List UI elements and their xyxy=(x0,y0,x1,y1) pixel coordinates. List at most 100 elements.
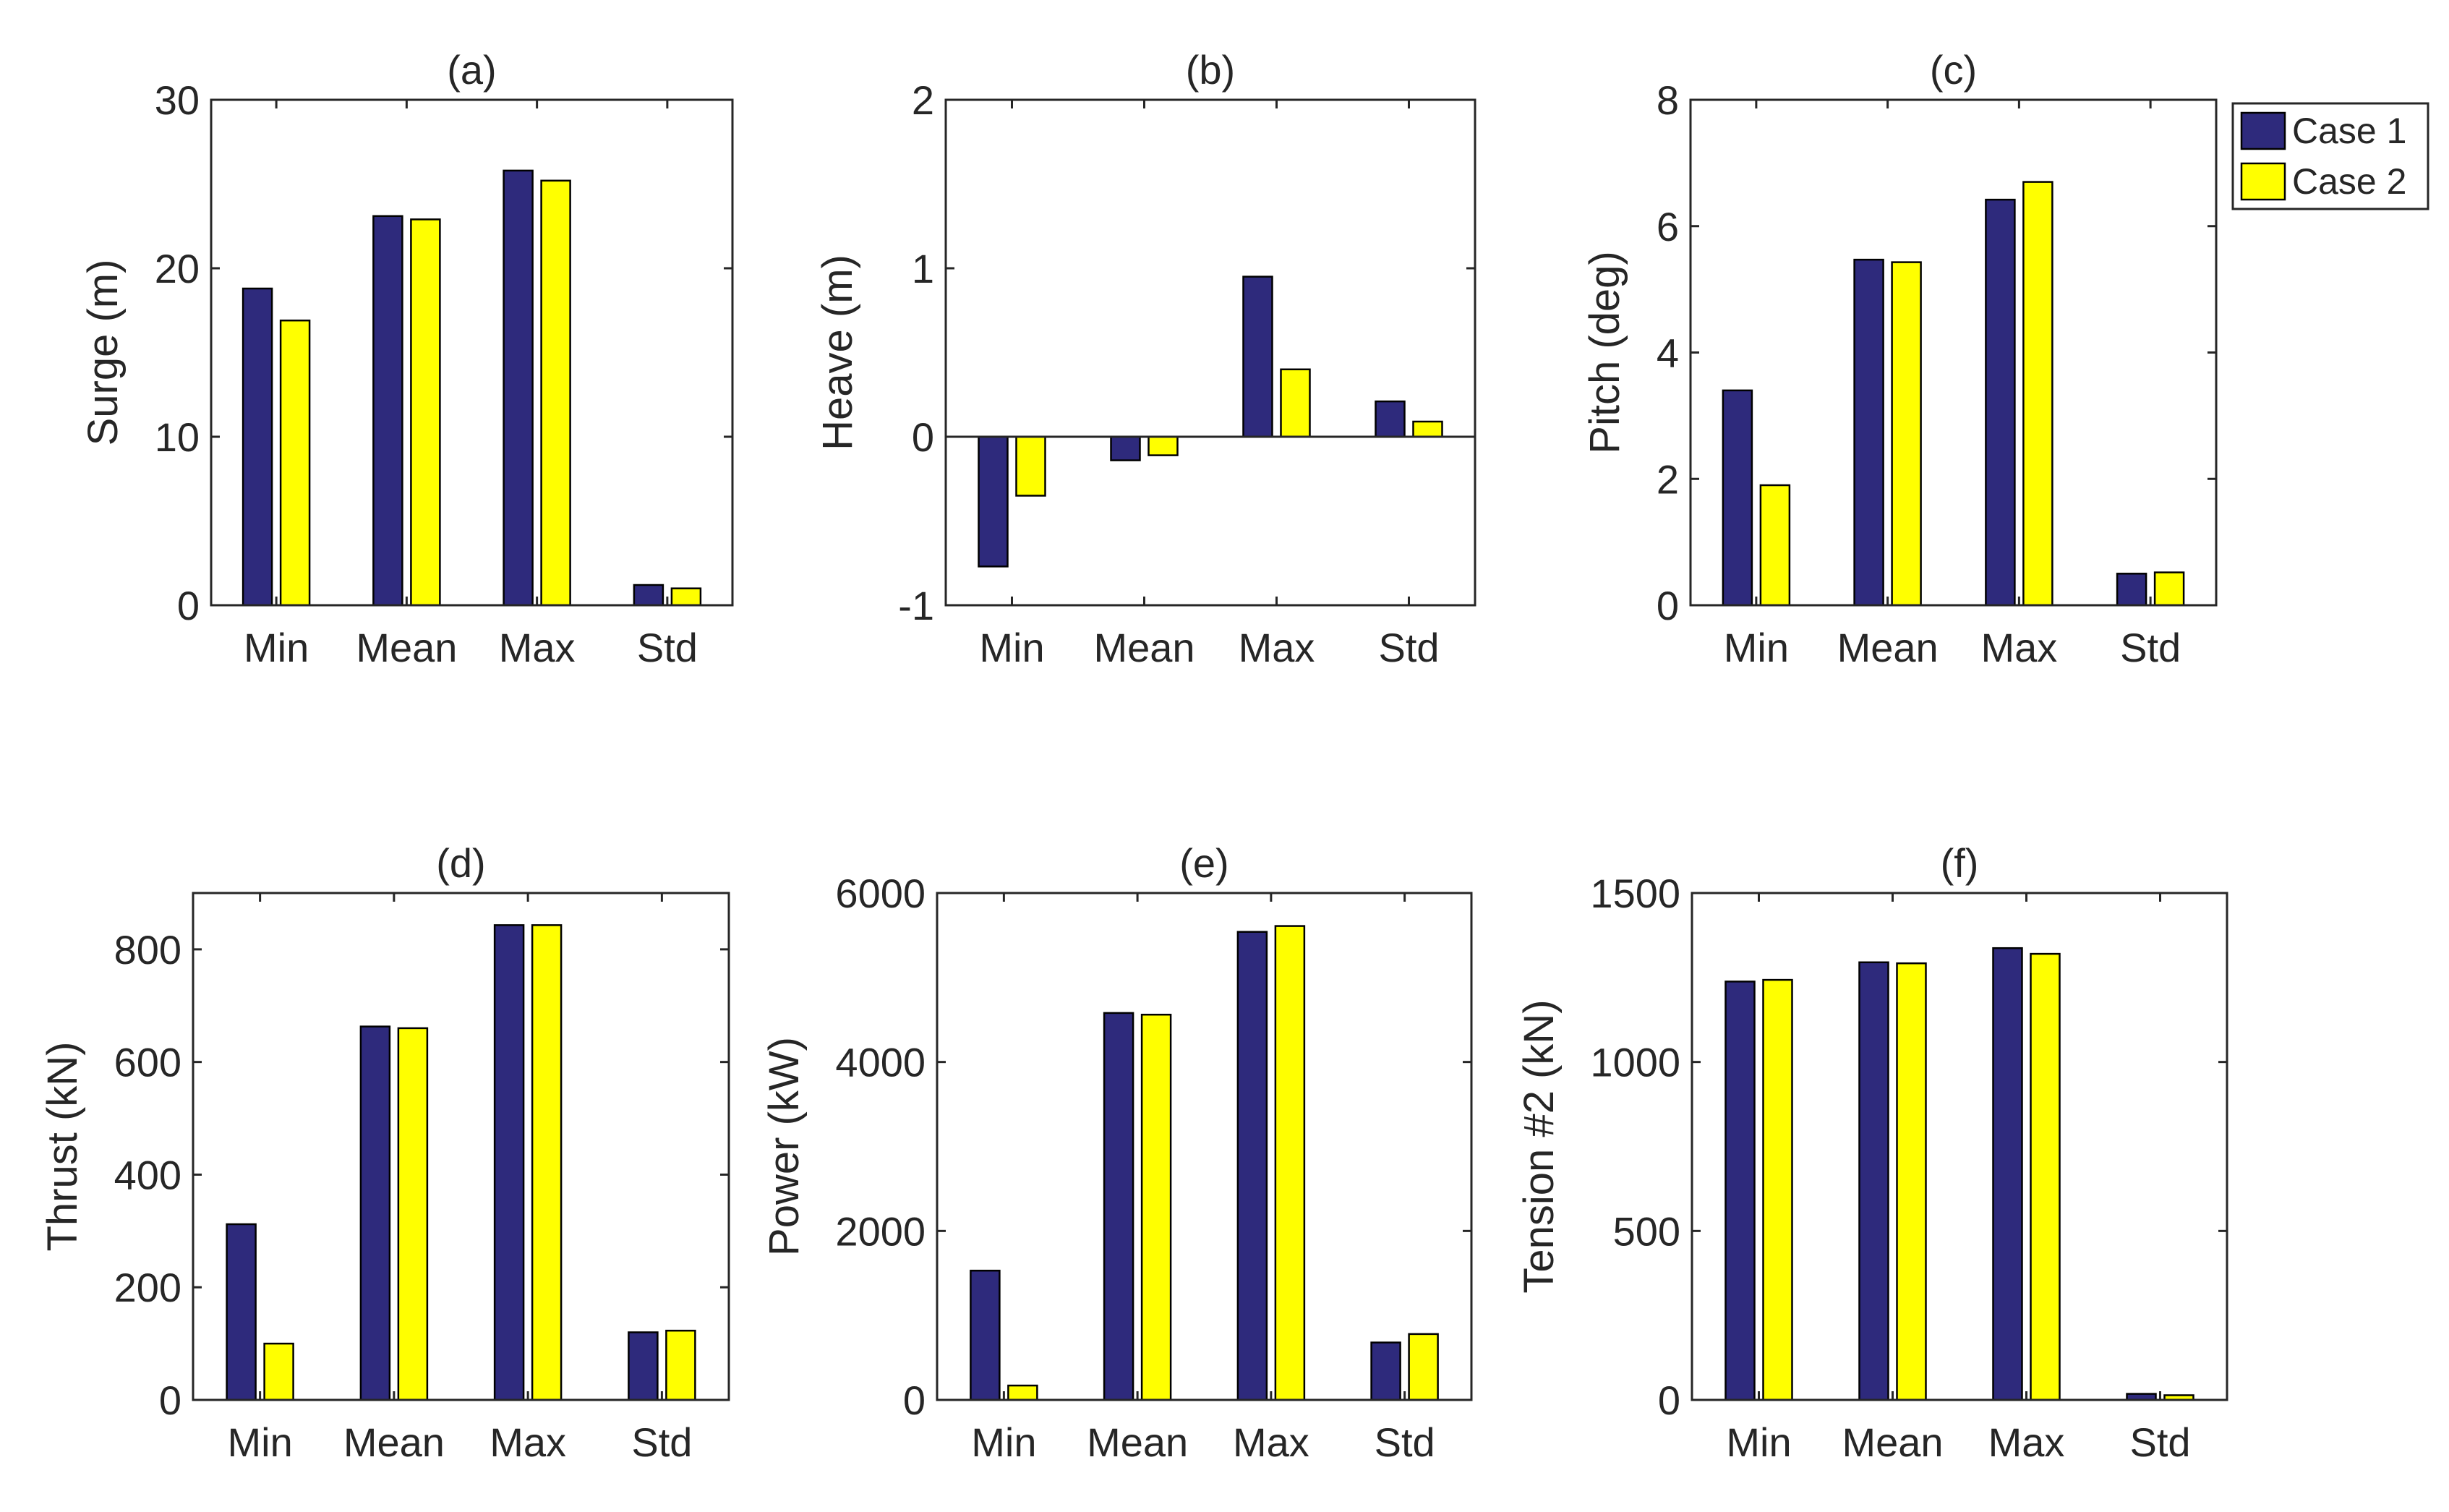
legend: Case 1 Case 2 xyxy=(2231,102,2429,210)
ytick-label-d: 0 xyxy=(159,1378,181,1423)
ytick-label-e: 2000 xyxy=(835,1208,926,1254)
bar-d-case-1-mean xyxy=(359,1025,391,1401)
xtick-label-d-mean: Mean xyxy=(343,1419,445,1465)
bar-b-case-2-std xyxy=(1412,420,1443,438)
bar-a-case-2-std xyxy=(670,587,702,607)
bar-a-case-2-max xyxy=(540,179,571,607)
bar-c-case-1-std xyxy=(2116,573,2147,607)
bar-f-case-2-max xyxy=(2030,952,2061,1401)
bar-c-case-2-max xyxy=(2022,181,2053,607)
bar-b-case-1-mean xyxy=(1110,435,1141,461)
ytick-label-e: 0 xyxy=(903,1378,926,1423)
legend-label-case-2: Case 2 xyxy=(2292,161,2406,202)
bar-c-case-2-min xyxy=(1759,484,1791,607)
bar-d-case-1-std xyxy=(628,1331,659,1401)
legend-swatch-case-2 xyxy=(2240,162,2286,201)
xtick-label-a-min: Min xyxy=(244,625,309,670)
bar-e-case-2-std xyxy=(1408,1333,1439,1401)
ytick-label-b: 0 xyxy=(912,414,934,460)
ytick-label-c: 6 xyxy=(1657,204,1679,249)
bar-d-case-2-min xyxy=(263,1342,294,1401)
chart-panel-f: 0 500 1000 1500 Min Mean Max Std (f) Tension #2 (… xyxy=(1516,840,2228,1465)
ytick-label-e: 6000 xyxy=(835,871,926,916)
bar-d-case-1-min xyxy=(226,1223,257,1401)
bar-e-case-2-min xyxy=(1007,1384,1038,1401)
bar-e-case-2-max xyxy=(1274,925,1306,1401)
bar-b-case-1-min xyxy=(978,435,1009,568)
panel-title-e: (e) xyxy=(1179,840,1228,886)
ytick-label-f: 1000 xyxy=(1590,1040,1680,1085)
xtick-label-c-min: Min xyxy=(1724,625,1789,670)
axes-box-b xyxy=(944,98,1476,607)
xtick-label-a-max: Max xyxy=(499,625,576,670)
ylabel-c: Pitch (deg) xyxy=(1581,251,1628,453)
bar-b-case-2-mean xyxy=(1147,435,1179,456)
xtick-label-c-max: Max xyxy=(1980,625,2057,670)
axes-box-a xyxy=(210,98,734,607)
bar-a-case-1-std xyxy=(633,584,664,607)
xtick-label-e-mean: Mean xyxy=(1087,1419,1188,1465)
xtick-label-f-std: Std xyxy=(2129,1419,2190,1465)
bar-b-case-2-max xyxy=(1280,368,1311,438)
bar-c-case-2-mean xyxy=(1891,261,1922,607)
chart-panel-a: 0 10 20 30 Min Mean Max Std (a) Surge (m) xyxy=(80,47,734,670)
bar-c-case-1-min xyxy=(1722,389,1753,607)
axes-box-f xyxy=(1691,892,2228,1401)
bar-a-case-1-min xyxy=(242,287,273,607)
xtick-label-f-max: Max xyxy=(1988,1419,2065,1465)
bar-c-case-1-mean xyxy=(1853,258,1884,607)
panel-title-d: (d) xyxy=(436,840,485,886)
xtick-label-d-max: Max xyxy=(490,1419,566,1465)
legend-label-case-1: Case 1 xyxy=(2292,111,2406,151)
xtick-label-d-std: Std xyxy=(631,1419,692,1465)
bar-c-case-1-max xyxy=(1985,198,2016,607)
ytick-label-c: 8 xyxy=(1657,77,1679,123)
chart-panel-c: 0 2 4 6 8 Min Mean Max Std (c) Pitch (deg) xyxy=(1581,47,2218,670)
bar-a-case-2-mean xyxy=(410,218,441,607)
ylabel-f: Tension #2 (kN) xyxy=(1516,999,1563,1293)
bar-d-case-2-std xyxy=(665,1329,696,1401)
xtick-label-a-mean: Mean xyxy=(356,625,457,670)
xtick-label-e-max: Max xyxy=(1233,1419,1309,1465)
bar-e-case-2-mean xyxy=(1140,1013,1172,1401)
ylabel-b: Heave (m) xyxy=(814,255,861,450)
xtick-label-b-mean: Mean xyxy=(1093,625,1194,670)
ytick-label-b: 2 xyxy=(912,77,934,123)
ytick-label-a: 30 xyxy=(155,77,200,123)
xtick-label-e-min: Min xyxy=(971,1419,1036,1465)
ytick-label-f: 500 xyxy=(1613,1208,1680,1254)
panel-title-f: (f) xyxy=(1941,840,1979,886)
ytick-label-a: 10 xyxy=(155,414,200,460)
bar-e-case-1-mean xyxy=(1103,1012,1134,1401)
legend-swatch-case-1 xyxy=(2240,111,2286,150)
ylabel-e: Power (kW) xyxy=(761,1037,808,1256)
chart-panel-d: 0 200 400 600 800 Min Mean Max Std (d) Thrust (kN) xyxy=(39,840,730,1465)
xtick-label-b-min: Min xyxy=(979,625,1044,670)
ytick-label-e: 4000 xyxy=(835,1040,926,1085)
xtick-label-b-max: Max xyxy=(1239,625,1315,670)
ylabel-a: Surge (m) xyxy=(80,260,127,446)
xtick-label-e-std: Std xyxy=(1375,1419,1435,1465)
xtick-label-c-std: Std xyxy=(2120,625,2181,670)
axes-box-d xyxy=(192,892,730,1401)
bar-f-case-1-min xyxy=(1724,981,1756,1401)
ytick-label-a: 20 xyxy=(155,246,200,291)
ytick-label-c: 4 xyxy=(1657,330,1679,376)
xtick-label-f-min: Min xyxy=(1726,1419,1791,1465)
ytick-label-b: 1 xyxy=(912,246,934,291)
bar-a-case-2-min xyxy=(279,319,311,607)
xtick-label-d-min: Min xyxy=(228,1419,293,1465)
panel-title-c: (c) xyxy=(1930,47,1977,93)
ytick-label-c: 0 xyxy=(1657,583,1679,628)
bar-f-case-2-min xyxy=(1762,978,1793,1401)
bar-a-case-1-max xyxy=(503,169,534,607)
bar-d-case-2-max xyxy=(531,924,563,1401)
bar-f-case-2-mean xyxy=(1896,962,1927,1401)
ytick-label-d: 200 xyxy=(114,1265,181,1310)
xtick-label-c-mean: Mean xyxy=(1837,625,1939,670)
ytick-label-f: 1500 xyxy=(1590,871,1680,916)
ylabel-d: Thrust (kN) xyxy=(39,1042,86,1252)
ytick-label-c: 2 xyxy=(1657,456,1679,502)
